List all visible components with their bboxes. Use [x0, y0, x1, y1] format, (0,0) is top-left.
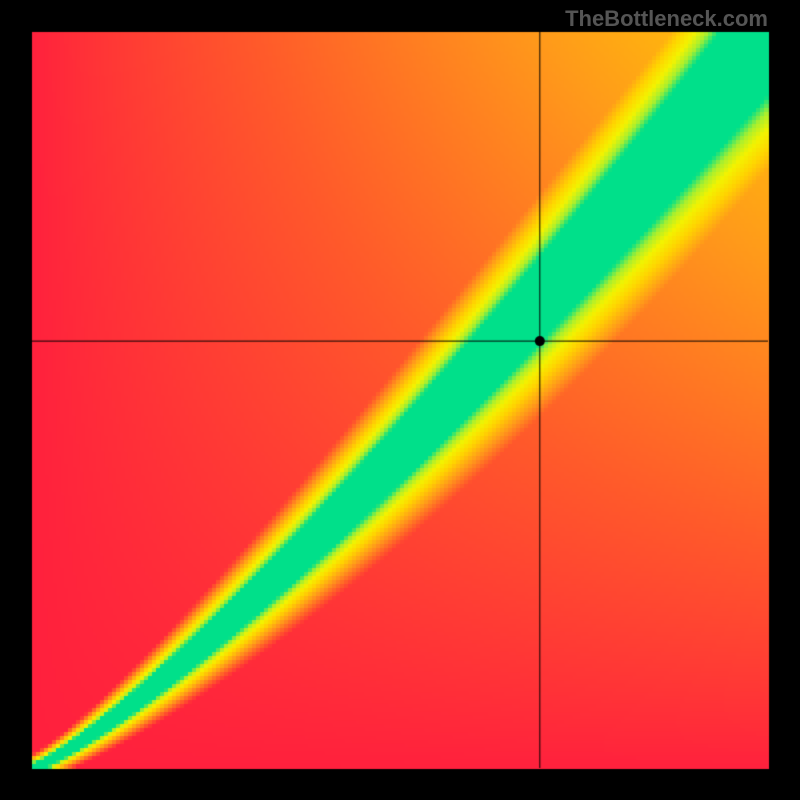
bottleneck-heatmap	[0, 0, 800, 800]
watermark-text: TheBottleneck.com	[565, 6, 768, 32]
